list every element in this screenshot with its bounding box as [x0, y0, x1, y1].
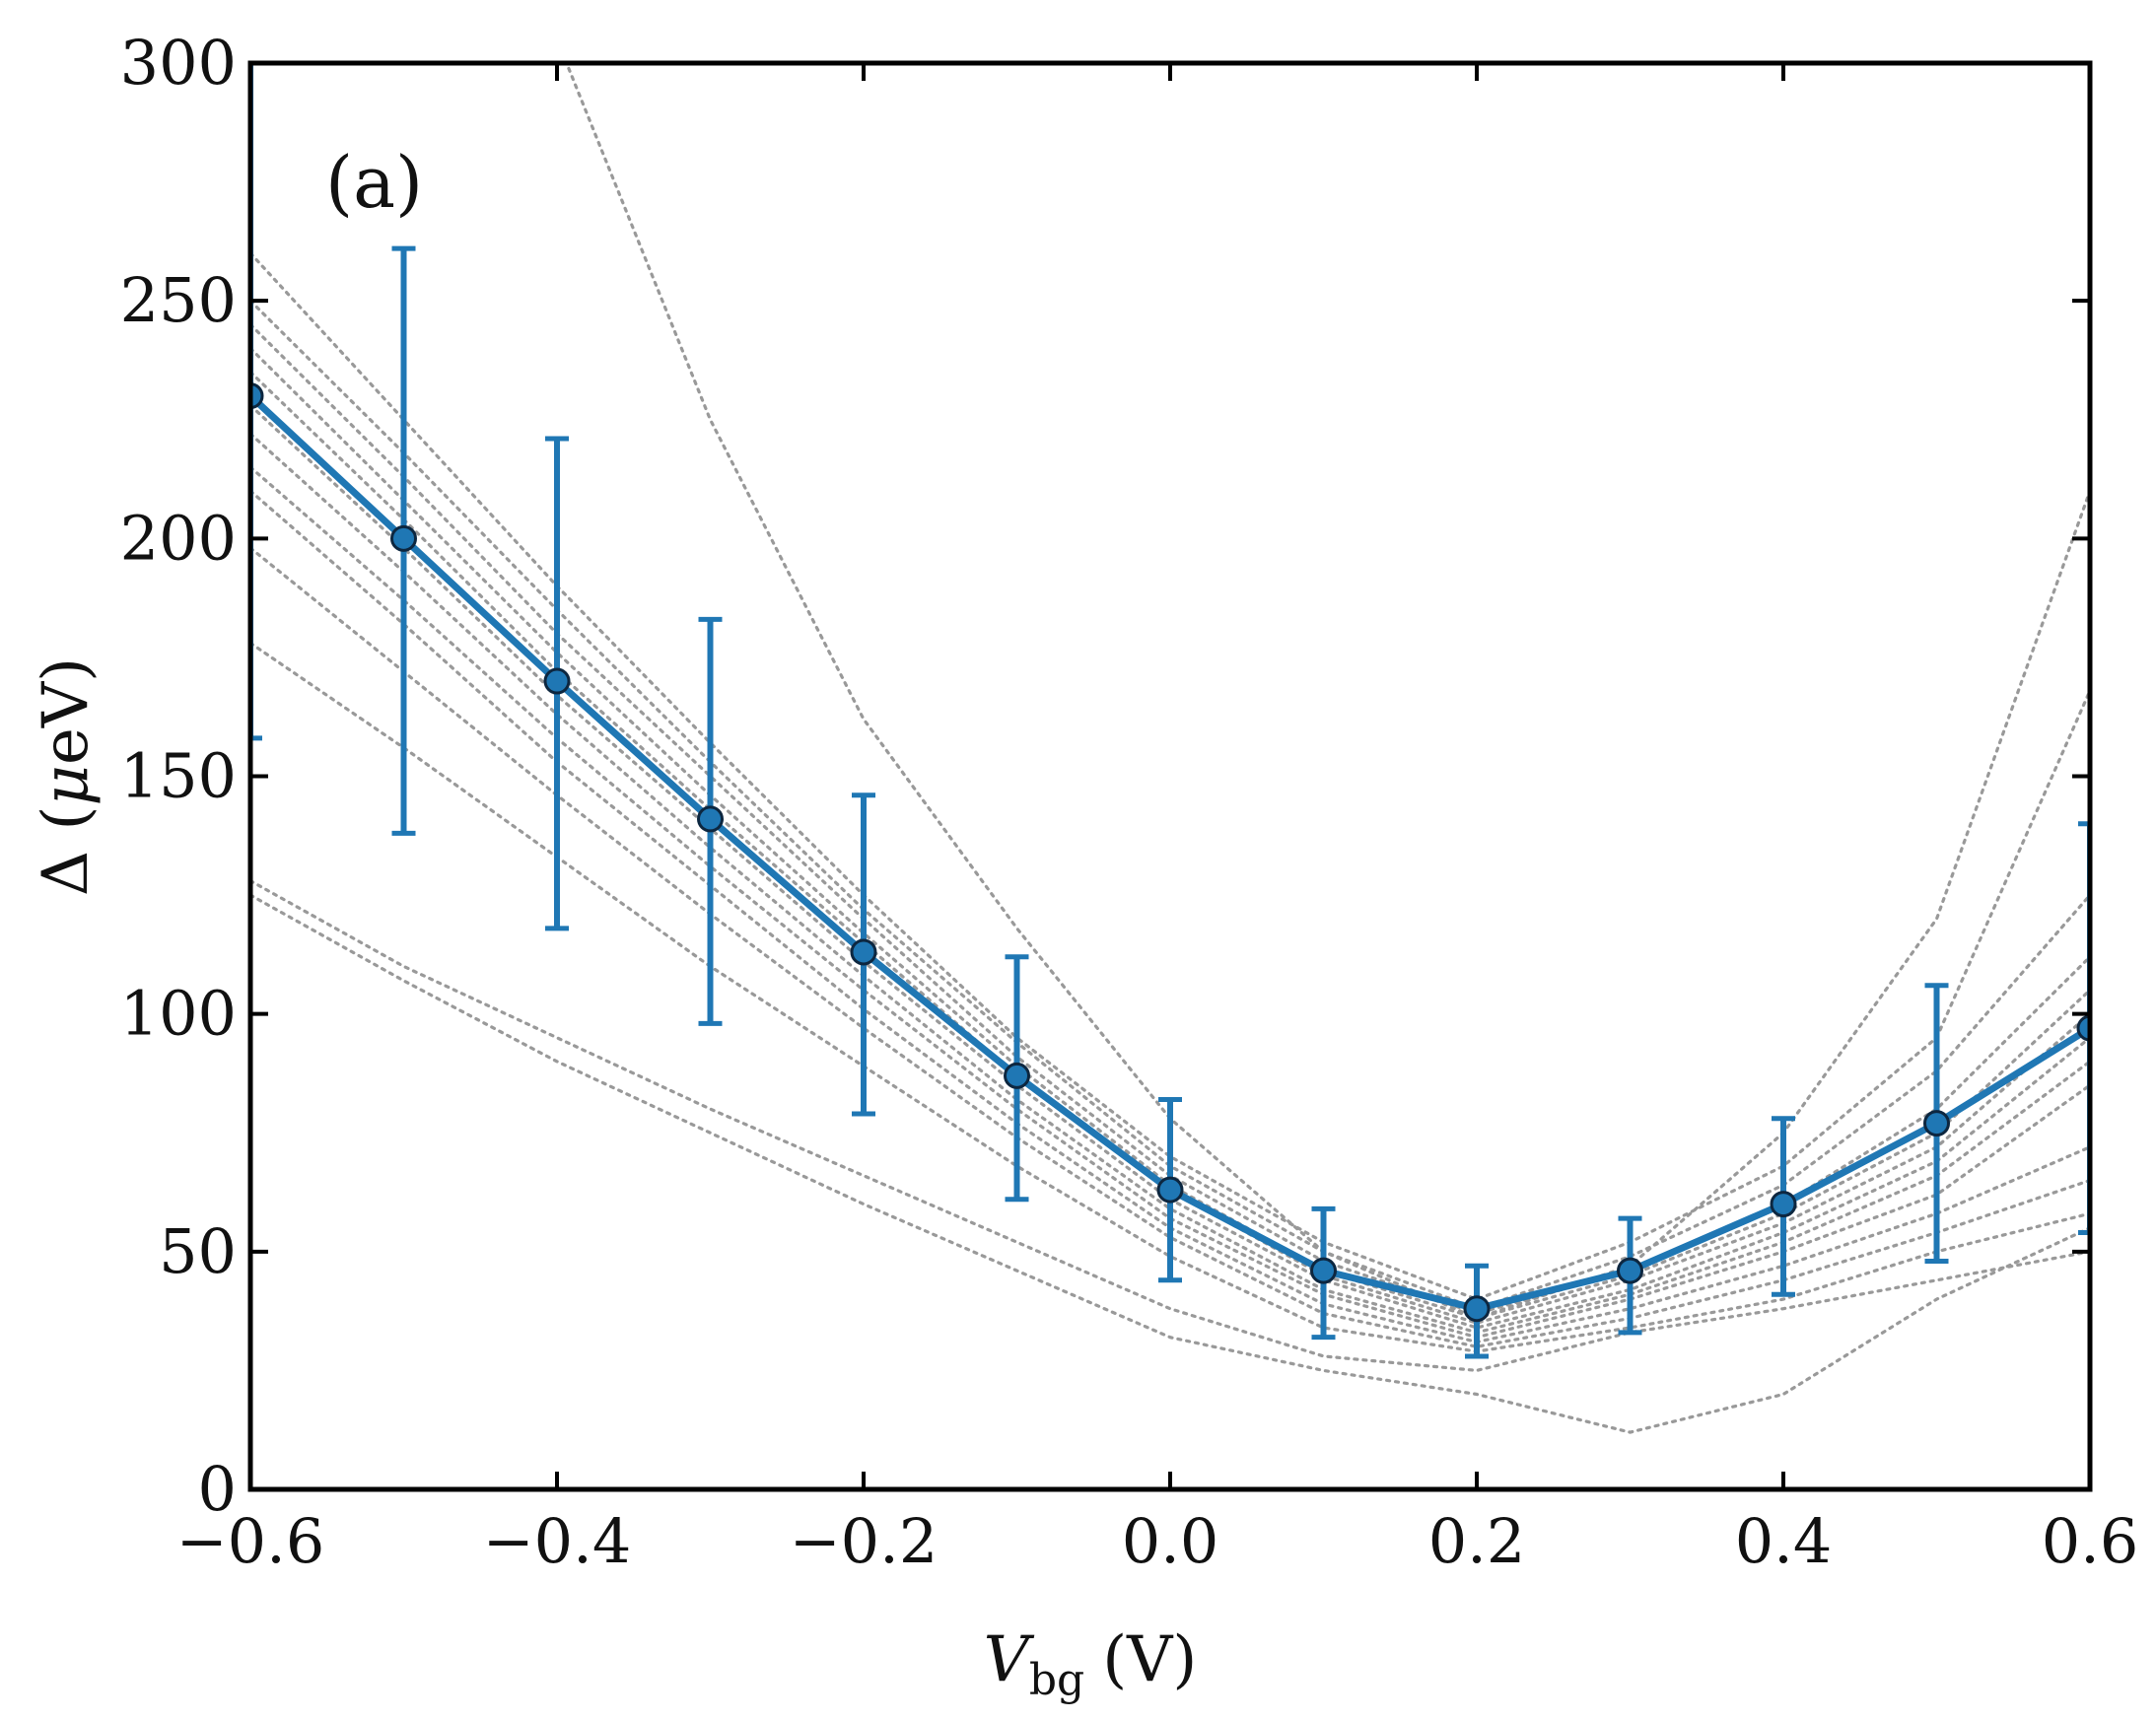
background-line-14	[250, 893, 2090, 1434]
data-point-12	[2076, 1014, 2090, 1042]
data-point-0	[250, 382, 264, 410]
x-axis-label: Vbg (V)	[984, 1623, 1198, 1705]
data-point-10	[1770, 1191, 1797, 1218]
main-series-layer	[250, 63, 2090, 1359]
x-tick-label-6: 0.6	[2042, 1505, 2139, 1577]
data-point-1	[390, 524, 417, 552]
data-point-8	[1463, 1295, 1491, 1323]
y-tick-label-2: 100	[120, 978, 237, 1050]
x-tick-label-2: −0.2	[790, 1505, 939, 1577]
x-tick-label-1: −0.4	[483, 1505, 632, 1577]
background-line-13	[250, 878, 2090, 1373]
y-tick-label-1: 50	[159, 1215, 237, 1287]
y-tick-label-0: 0	[198, 1453, 237, 1525]
data-point-4	[850, 938, 877, 966]
y-axis-label-suffix: eV)	[30, 657, 103, 765]
x-axis-label-unit: (V)	[1102, 1623, 1197, 1696]
y-tick-label-5: 250	[120, 264, 237, 336]
x-axis-label-symbol: V	[984, 1623, 1035, 1696]
y-tick-label-3: 150	[120, 740, 237, 812]
x-tick-label-5: 0.4	[1735, 1505, 1833, 1577]
data-point-9	[1617, 1257, 1643, 1284]
y-tick-label-4: 200	[120, 502, 237, 574]
panel-annotation: (a)	[325, 141, 423, 224]
y-axis-label: Δ (μeV)	[30, 657, 103, 896]
y-tick-label-6: 300	[120, 27, 237, 99]
x-tick-label-0: −0.6	[176, 1505, 325, 1577]
data-point-2	[543, 667, 571, 695]
y-axis-label-prefix: Δ (	[30, 806, 103, 897]
tick-layer: −0.6 −0.4 −0.2 0.0 0.2 0.4 0.6 0 50 100 150 200 250 3…	[120, 27, 2139, 1577]
data-point-5	[1004, 1062, 1030, 1089]
data-point-11	[1923, 1110, 1950, 1137]
data-point-3	[697, 805, 724, 833]
x-tick-label-3: 0.0	[1122, 1505, 1219, 1577]
y-axis-label-symbol: μ	[30, 765, 103, 806]
data-point-6	[1156, 1176, 1184, 1204]
x-axis-label-subscript: bg	[1029, 1655, 1084, 1705]
x-tick-label-4: 0.2	[1428, 1505, 1526, 1577]
data-point-7	[1310, 1257, 1337, 1284]
